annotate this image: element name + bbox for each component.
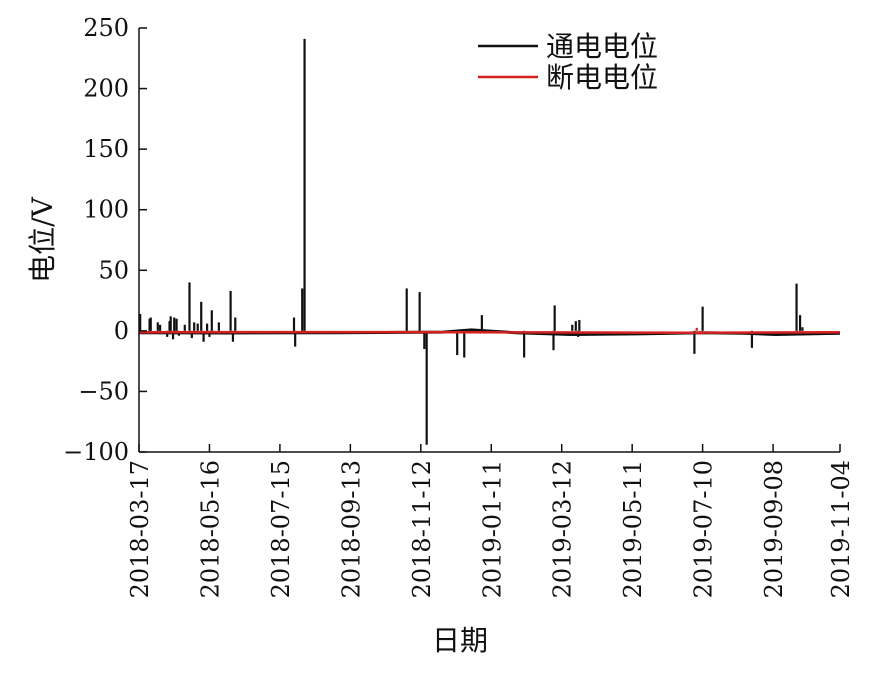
y-tick-label: −50 <box>78 377 129 405</box>
series-1 <box>138 327 841 335</box>
y-tick-label: 100 <box>83 196 129 224</box>
y-axis-title: 电位/V <box>26 196 59 282</box>
legend: 通电电位 断电电位 <box>478 30 658 94</box>
y-tick-label: 150 <box>83 135 129 163</box>
y-tick-label: 200 <box>83 75 129 103</box>
x-tick-label: 2019-11-04 <box>827 460 855 598</box>
series-layer <box>138 38 841 445</box>
legend-label-on: 通电电位 <box>546 30 658 63</box>
x-tick-label: 2018-09-13 <box>337 460 365 598</box>
x-tick-label: 2019-01-11 <box>478 460 506 598</box>
series-baseline-1 <box>138 330 841 334</box>
x-tick-label: 2018-11-12 <box>408 460 436 598</box>
x-tick-label: 2018-05-16 <box>196 460 224 598</box>
x-tick-label: 2019-05-11 <box>619 460 647 598</box>
y-tick-label: 250 <box>83 14 129 42</box>
legend-label-off: 断电电位 <box>546 61 658 94</box>
y-tick-label: 0 <box>114 317 129 345</box>
series-0 <box>138 38 841 445</box>
x-tick-label: 2019-03-12 <box>549 460 577 598</box>
axes-layer <box>138 28 840 453</box>
x-axis-title: 日期 <box>432 624 488 657</box>
x-tick-label: 2018-07-15 <box>267 460 295 598</box>
x-tick-label: 2019-07-10 <box>690 460 718 598</box>
y-tick-label: −100 <box>63 438 129 466</box>
x-tick-label: 2018-03-17 <box>126 460 154 598</box>
x-tick-label: 2019-09-08 <box>760 460 788 598</box>
y-tick-label: 50 <box>98 256 129 284</box>
